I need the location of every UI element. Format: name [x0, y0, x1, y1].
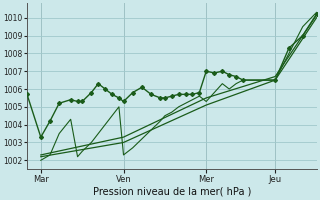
- X-axis label: Pression niveau de la mer( hPa ): Pression niveau de la mer( hPa ): [92, 187, 251, 197]
